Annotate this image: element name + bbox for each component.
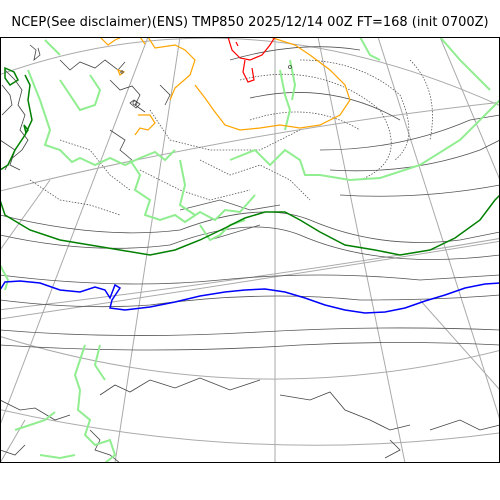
isotherms-orange xyxy=(99,37,351,136)
isotherms-dark-green xyxy=(0,66,500,256)
coastlines xyxy=(0,44,500,463)
isotherm-blue xyxy=(0,280,500,314)
isotherms-red xyxy=(227,37,276,83)
isotherms-solid xyxy=(0,46,500,351)
latitude-lines xyxy=(0,37,500,446)
isotherms-dotted xyxy=(29,59,433,216)
isotherms-light-green xyxy=(0,37,500,463)
meridian-lines xyxy=(0,37,500,463)
map-title: NCEP(See disclaimer)(ENS) TMP850 2025/12… xyxy=(11,15,489,30)
terrain-specks xyxy=(120,65,292,106)
weather-map xyxy=(0,37,500,463)
